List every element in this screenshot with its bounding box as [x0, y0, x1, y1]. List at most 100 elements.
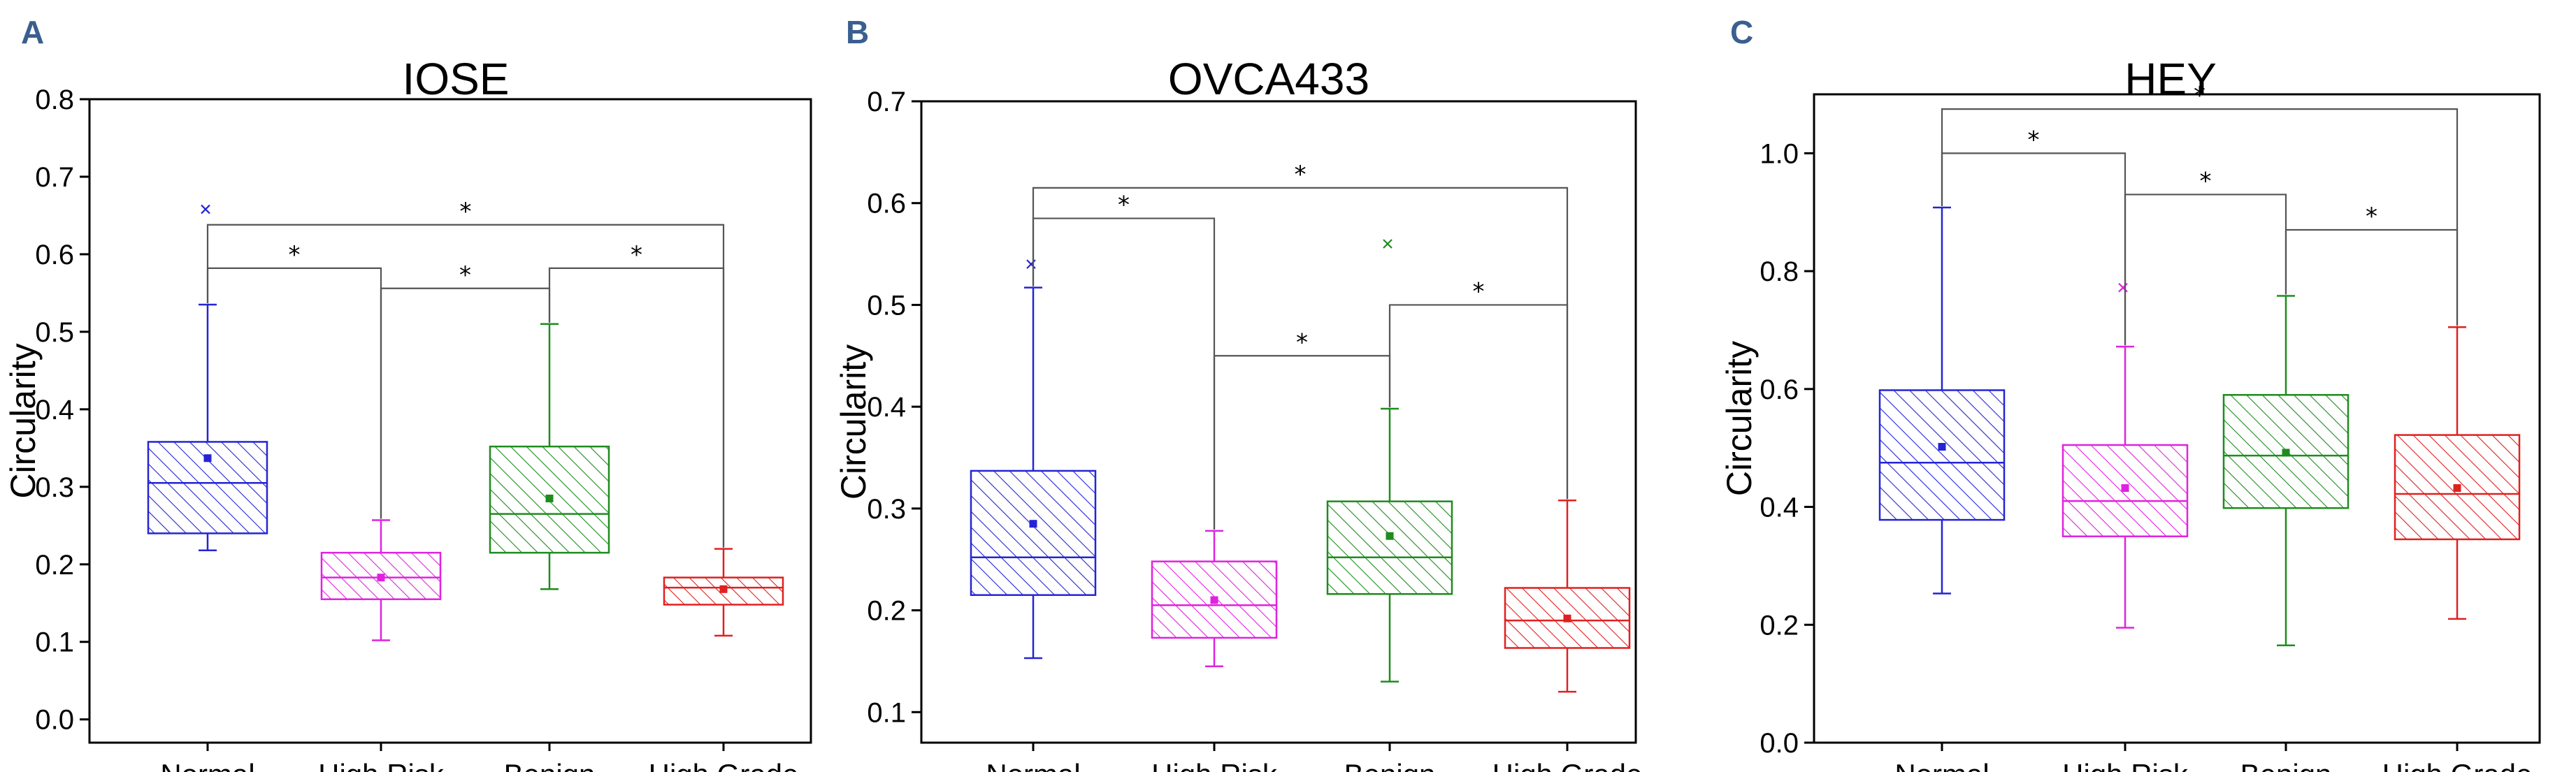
outlier-marker: [201, 204, 210, 214]
panel-letter: A: [21, 14, 44, 50]
mean-marker: [1386, 532, 1394, 540]
box-benign: [2222, 295, 2350, 647]
significance-label: *: [1296, 328, 1308, 356]
significance-bracket: *: [1941, 82, 2459, 326]
significance-label: *: [459, 261, 471, 289]
mean-marker: [1563, 614, 1571, 622]
significance-label: *: [2028, 126, 2040, 154]
y-tick-label: 0.7: [867, 87, 906, 117]
plot-frame: [88, 98, 812, 744]
x-tick-label: High Risk: [318, 758, 445, 772]
x-tick-label: High Risk: [1151, 758, 1278, 772]
iqr-box: [1326, 500, 1453, 595]
y-tick-label: 0.3: [35, 472, 74, 503]
plot-frame: [920, 100, 1637, 744]
bracket-line: [2124, 194, 2287, 346]
mean-marker: [1029, 520, 1037, 528]
box-benign: [1326, 239, 1453, 683]
y-axis-label: Circularity: [3, 343, 43, 498]
bracket-line: [380, 287, 551, 519]
box-high-risk: [2061, 282, 2189, 629]
x-tick-label: High Grade: [649, 758, 799, 772]
significance-bracket: *: [1388, 277, 1569, 500]
y-axis-label: Circularity: [834, 344, 873, 500]
y-tick-label: 0.3: [867, 494, 906, 525]
bracket-line: [1941, 152, 2127, 346]
significance-label: *: [631, 241, 642, 269]
chart-title: IOSE: [403, 54, 510, 104]
x-tick-label: Benign: [504, 758, 596, 772]
mean-marker: [203, 454, 212, 463]
mean-marker: [2453, 484, 2461, 493]
y-tick-label: 0.6: [867, 189, 906, 219]
box-normal: [147, 204, 268, 552]
x-tick-label: Normal: [986, 758, 1080, 772]
y-axis-label: Circularity: [1720, 341, 1759, 496]
y-tick-label: 0.2: [867, 596, 906, 627]
chart-panel-1: B OVCA433 Circularity 0.1 0.2 0.3 0.4 0.5 0.6 0.7…: [834, 14, 1642, 772]
iqr-box: [1151, 560, 1278, 639]
outlier-marker: [1383, 239, 1393, 249]
x-tick-label: Normal: [1894, 758, 1989, 772]
y-tick-label: 0.4: [867, 392, 906, 423]
significance-bracket: *: [1941, 126, 2127, 346]
significance-bracket: *: [380, 261, 551, 519]
y-tick-label: 0.7: [35, 162, 74, 193]
significance-bracket: *: [2124, 167, 2287, 346]
significance-bracket: *: [206, 198, 725, 548]
mean-marker: [1938, 442, 1946, 451]
significance-label: *: [460, 198, 472, 226]
significance-label: *: [2194, 82, 2206, 110]
bracket-line: [1213, 355, 1391, 530]
y-tick-label: 0.5: [35, 317, 74, 348]
significance-label: *: [1473, 277, 1485, 305]
bracket-line: [1941, 108, 2459, 326]
x-tick-label: Benign: [2240, 758, 2332, 772]
mean-marker: [2282, 449, 2290, 457]
outlier-stroke: [201, 204, 210, 214]
iqr-box: [1878, 389, 2006, 521]
outlier-marker: [1026, 259, 1036, 269]
chart-title: OVCA433: [1168, 54, 1369, 104]
y-tick-label: 0.2: [1760, 610, 1799, 641]
panel-letter: B: [846, 14, 869, 50]
bracket-line: [2284, 228, 2459, 326]
mean-marker: [1210, 596, 1218, 604]
outlier-marker: [2118, 282, 2128, 293]
box-high-grade: [1504, 499, 1631, 693]
mean-marker: [2121, 484, 2129, 493]
y-tick-label: 0.5: [867, 290, 906, 321]
y-tick-label: 0.6: [1760, 374, 1799, 405]
y-tick-label: 0.0: [35, 705, 74, 736]
panel-letter: C: [1730, 14, 1753, 50]
y-tick-label: 0.6: [35, 240, 74, 270]
box-high-risk: [1151, 530, 1278, 667]
plot-frame: [1813, 93, 2541, 744]
x-tick-label: High Grade: [2382, 758, 2533, 772]
chart-title: HEY: [2124, 54, 2217, 104]
iqr-box: [970, 469, 1097, 596]
box-high-risk: [320, 519, 442, 641]
box-normal: [970, 259, 1097, 660]
chart-panel-0: A IOSE Circularity 0.0 0.1 0.2 0.3 0.4 0.5 0.6 0.7…: [3, 14, 812, 772]
box-high-grade: [663, 548, 784, 637]
chart-panel-2: C HEY Circularity 0.0 0.2 0.4 0.6 0.8 1.0 Normal H…: [1720, 14, 2541, 772]
box-benign: [489, 323, 610, 590]
y-tick-label: 0.1: [867, 697, 906, 728]
significance-bracket: *: [2284, 203, 2459, 326]
significance-label: *: [2200, 167, 2212, 195]
x-tick-label: High Risk: [2062, 758, 2189, 772]
x-tick-label: High Grade: [1492, 758, 1643, 772]
box-high-grade: [2394, 326, 2521, 620]
y-tick-label: 1.0: [1760, 138, 1799, 169]
x-tick-label: Benign: [1344, 758, 1436, 772]
mean-marker: [719, 585, 728, 593]
significance-label: *: [1118, 191, 1130, 219]
mean-marker: [545, 494, 554, 502]
x-tick-label: Normal: [160, 758, 254, 772]
y-tick-label: 0.4: [35, 395, 74, 425]
y-tick-label: 0.8: [1760, 256, 1799, 287]
mean-marker: [377, 574, 385, 582]
